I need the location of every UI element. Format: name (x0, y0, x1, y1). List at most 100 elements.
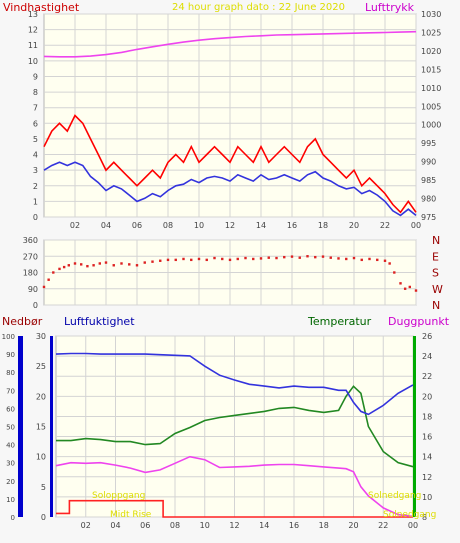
temperature-tick: 24 (422, 352, 432, 361)
humidity-tick: 30 (36, 332, 46, 341)
humidity-tick-labels: 0 5 10 15 20 25 30 (36, 332, 46, 522)
hour-tick: 02 (70, 221, 80, 230)
direction-point (92, 264, 95, 267)
pressure-tick: 1020 (421, 47, 441, 56)
humidity-hour-tick: 06 (140, 521, 150, 530)
wind-pressure-series (43, 30, 417, 217)
temperature-tick: 26 (422, 332, 432, 341)
pressure-tick: 1005 (421, 102, 441, 111)
direction-point (259, 257, 263, 260)
chart-title: 24 hour graph dato : 22 June 2020 (172, 2, 345, 13)
direction-point (80, 263, 83, 266)
direction-point (403, 287, 407, 290)
direction-point (213, 256, 216, 260)
midday-label: Midt Rise (110, 510, 152, 520)
rain-tick-labels: 0 10 20 30 40 50 60 70 80 90 100 (2, 333, 15, 522)
pressure-tick: 985 (421, 176, 436, 185)
wind-speed-tick: 10 (28, 57, 38, 66)
direction-point (166, 258, 170, 262)
compass-tick: N (432, 299, 440, 312)
rain-tick: 80 (6, 369, 15, 377)
direction-point (393, 271, 396, 274)
direction-point (86, 264, 89, 268)
rain-tick: 60 (6, 405, 15, 413)
direction-point (42, 285, 46, 289)
direction-point (205, 258, 208, 262)
temperature-tick: 12 (422, 473, 432, 482)
temperature-tick-labels: 8 10 12 14 16 18 20 22 24 26 (422, 332, 432, 522)
direction-point (174, 258, 177, 262)
wind-speed-tick: 4 (33, 151, 38, 160)
direction-point (67, 264, 70, 267)
wind-speed-tick: 2 (33, 182, 38, 191)
humidity-tick: 15 (36, 423, 46, 432)
pressure-tick: 995 (421, 139, 436, 148)
temperature-line (56, 385, 414, 468)
wind-speed-axis-label: Vindhastighet (3, 1, 80, 14)
wind-speed-tick: 3 (33, 166, 38, 175)
direction-degree-tick: 90 (28, 285, 38, 294)
temperature-axis-bar (413, 336, 416, 517)
wind-speed-tick: 13 (28, 10, 38, 19)
compass-tick: E (432, 250, 439, 263)
wind-speed-tick: 5 (33, 135, 38, 144)
hour-tick: 16 (287, 221, 297, 230)
hour-tick: 04 (101, 221, 111, 230)
humidity-line (55, 352, 414, 416)
wind-speed-tick: 7 (33, 104, 38, 113)
direction-point (399, 282, 402, 285)
pressure-tick: 1030 (421, 10, 441, 19)
humidity-hour-tick: 04 (110, 521, 120, 530)
wind-gust-line (43, 114, 417, 214)
humidity-hour-tick: 20 (348, 521, 358, 530)
wind-direction-points (42, 255, 418, 292)
pressure-line (43, 30, 417, 58)
direction-point (135, 264, 139, 267)
direction-point (104, 261, 108, 264)
humidity-hour-tick: 10 (200, 521, 210, 530)
direction-point (388, 262, 391, 265)
hour-tick: 10 (194, 221, 204, 230)
humidity-hour-tick-labels: 02 04 06 08 10 12 14 16 18 20 22 00 (81, 521, 418, 530)
rain-tick: 50 (6, 424, 15, 432)
rain-tick: 30 (6, 460, 15, 468)
temperature-tick: 20 (422, 392, 432, 401)
temperature-tick: 22 (422, 372, 432, 381)
rain-line (56, 499, 413, 518)
hour-tick: 08 (163, 221, 173, 230)
rain-axis-bar (18, 336, 23, 517)
direction-point (143, 261, 146, 264)
direction-point (414, 289, 418, 292)
direction-point (58, 267, 61, 271)
wind-hour-tick-labels: 02 04 06 08 10 12 14 16 18 20 22 00 (70, 221, 421, 230)
direction-point (298, 256, 301, 259)
direction-point (112, 264, 115, 267)
hour-tick: 20 (349, 221, 359, 230)
direction-point (159, 259, 162, 262)
direction-point (321, 255, 325, 258)
pressure-tick: 990 (421, 158, 436, 167)
wind-speed-tick: 9 (33, 72, 38, 81)
sunset-label-lower: Solnedgang (383, 510, 436, 520)
pressure-tick: 980 (421, 195, 436, 204)
direction-point (252, 257, 255, 261)
humidity-hour-tick: 18 (319, 521, 329, 530)
wind-mean-line (43, 161, 417, 217)
direction-degree-tick: 360 (23, 236, 38, 245)
direction-point (190, 258, 193, 262)
direction-point (329, 256, 332, 259)
pressure-tick: 975 (421, 213, 436, 222)
rain-tick: 90 (6, 351, 15, 359)
direction-point (368, 257, 371, 261)
direction-point (120, 262, 123, 265)
hour-tick: 18 (318, 221, 328, 230)
hour-tick: 22 (380, 221, 390, 230)
direction-point (275, 256, 278, 260)
direction-point (244, 256, 247, 260)
rain-tick: 100 (2, 333, 15, 341)
